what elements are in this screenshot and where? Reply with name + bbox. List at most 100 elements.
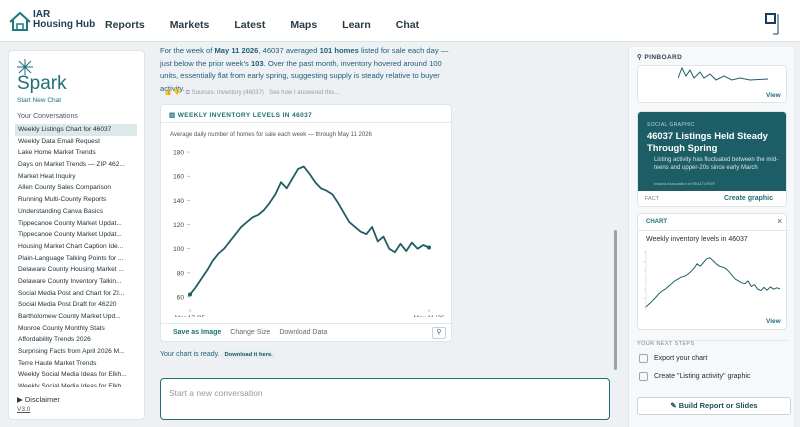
section-heading: Your Conversations — [17, 113, 78, 120]
conversation[interactable]: Market Heat Inquiry — [18, 172, 76, 180]
checkbox[interactable] — [639, 353, 648, 363]
conversation[interactable]: Monroe County Monthly Stats — [18, 324, 105, 332]
composer[interactable]: Start a new conversation — [160, 378, 610, 420]
divider — [637, 340, 787, 341]
ready-line: Your chart is ready. Download it here. — [160, 351, 276, 359]
text: 103 — [250, 58, 264, 68]
conversation[interactable]: Terre Haute Market Trends — [18, 359, 97, 367]
conversation[interactable]: Plain-Language Talking Points for ... — [18, 254, 124, 262]
nav-link[interactable]: Chat — [395, 19, 420, 31]
steps: Export your chart Create "Listing activi… — [639, 349, 750, 385]
text: 101 homes — [319, 46, 359, 55]
create-graphic[interactable]: Create graphic — [724, 195, 774, 202]
chart-card-title: ▥ WEEKLY INVENTORY LEVELS IN 46037 — [169, 112, 313, 119]
logo-icon — [9, 11, 31, 31]
step[interactable]: Export your chart — [639, 349, 750, 367]
new-chat[interactable]: Start New Chat — [17, 97, 62, 104]
disclaimer[interactable]: ▶ Disclaimer — [17, 395, 60, 404]
y-tick-label: 120 — [173, 222, 184, 229]
conversation[interactable]: Weekly Listings Chart for 46037 — [15, 124, 137, 136]
build-button[interactable]: ✎ Build Report or Slides — [637, 397, 791, 415]
logo-line: Housing Hub — [33, 19, 96, 30]
y-tick-label: 100 — [173, 246, 184, 253]
end-point — [427, 245, 431, 250]
step-text: Create "Listing activity" graphic — [654, 372, 751, 380]
conversation[interactable]: Bartholomew County Market Upd... — [18, 313, 121, 320]
chart-subtitle: Average daily number of homes for sale e… — [170, 132, 372, 138]
chart-actions: Save as Image Change Size Download Data — [173, 329, 327, 336]
nav-link[interactable]: Markets — [169, 19, 210, 31]
checkbox[interactable] — [639, 371, 648, 381]
top-nav: IAR Housing Hub Reports Markets Latest Maps L… — [0, 0, 800, 42]
text: listed for sale each day — just below th… — [160, 46, 449, 68]
pinned-chart-top: View — [637, 65, 787, 103]
conversation[interactable]: Running Multi-County Reports — [18, 196, 107, 204]
chart-kind: CHART — [646, 219, 667, 225]
close[interactable]: × — [777, 216, 783, 226]
sparkline-decor — [678, 66, 768, 81]
chart-pin-title: Weekly inventory levels in 46037 — [646, 236, 748, 243]
button-text: Build Report or Slides — [678, 401, 758, 410]
divider — [161, 323, 453, 324]
conversation[interactable]: Tippecanoe County Market Updat... — [18, 231, 122, 239]
sidebar: Spark Start New Chat Your Conversations … — [8, 50, 145, 420]
x-tick-label: Mar 17 '25 — [175, 315, 206, 317]
y-tick-label: 60 — [177, 294, 185, 301]
spark-icon — [17, 59, 33, 75]
end-point — [188, 292, 192, 297]
conversation[interactable]: Days on Market Trends — ZIP 462... — [18, 161, 125, 169]
conversation[interactable]: Tippecanoe County Market Updat... — [18, 219, 122, 227]
conversation[interactable]: Weekly Data Email Request — [18, 137, 100, 145]
conversation[interactable]: Understanding Canva Basics — [18, 207, 104, 215]
conversation[interactable]: Lake Home Market Trends — [18, 149, 96, 157]
chart-card: ▥ WEEKLY INVENTORY LEVELS IN 46037 Avera… — [160, 104, 453, 342]
download-link[interactable]: Download it here. — [221, 351, 276, 359]
disclaimer-text: Disclaimer — [24, 395, 60, 404]
view-link[interactable]: View — [766, 318, 781, 325]
nav-link[interactable]: Learn — [342, 19, 371, 31]
action[interactable]: Download Data — [279, 329, 328, 336]
social-kind: SOCIAL GRAPHIC — [647, 122, 695, 128]
conversation[interactable]: Affordability Trends 2026 — [18, 336, 91, 344]
conversation[interactable]: Surprising Facts from April 2026 M... — [18, 348, 125, 356]
conversation[interactable]: Weekly Social Media Ideas for Elkh... — [18, 383, 127, 387]
text: May 11 2026 — [214, 46, 259, 55]
conversation[interactable]: Delaware County Inventory Talkin... — [18, 277, 122, 285]
brand: Spark — [17, 73, 67, 94]
nav-link[interactable]: Latest — [234, 19, 266, 31]
nav-link[interactable]: Maps — [290, 19, 318, 31]
series-line — [645, 257, 781, 308]
step-text: Export your chart — [654, 354, 708, 362]
action[interactable]: Change Size — [230, 329, 271, 336]
realtor-logo — [765, 13, 779, 35]
feedback-row: 👍 👎 ⧉ Sources: Inventory (46037) See how… — [164, 90, 340, 96]
conversation-list: Weekly Listings Chart for 46037 Weekly Da… — [15, 124, 137, 387]
conversation[interactable]: Housing Market Chart Caption Ide... — [18, 242, 124, 250]
explain-link[interactable]: See how I answered this... — [268, 90, 340, 96]
social-body: Listing activity has fluctuated between … — [654, 157, 779, 171]
x-tick-label: May 11 '26 — [413, 315, 444, 317]
series-line — [189, 165, 430, 296]
pinboard: ⚲ PINBOARD View SOCIAL GRAPHIC 46037 Lis… — [628, 47, 794, 427]
conversation[interactable]: Social Media Post and Chart for ZI... — [18, 289, 125, 297]
nav-link[interactable]: Reports — [105, 19, 145, 31]
conversation[interactable]: Social Media Post Draft for 46220 — [18, 301, 117, 309]
conversation[interactable]: Allen County Sales Comparison — [18, 184, 112, 192]
social-card: SOCIAL GRAPHIC 46037 Listings Held Stead… — [637, 111, 787, 207]
action[interactable]: Save as Image — [173, 329, 222, 336]
step[interactable]: Create "Listing activity" graphic — [639, 367, 750, 385]
conversation[interactable]: Delaware County Housing Market ... — [18, 266, 124, 274]
pin-button[interactable]: ⚲ — [432, 327, 446, 339]
logo-line: IAR — [33, 9, 51, 20]
social-preview: SOCIAL GRAPHIC 46037 Listings Held Stead… — [638, 112, 786, 191]
fact-label: FACT — [645, 196, 660, 202]
text: , 46037 averaged — [258, 46, 320, 55]
conversation[interactable]: Weekly Social Media Ideas for Elkh... — [18, 371, 127, 379]
text: For the week of — [160, 46, 215, 55]
version: V3.0 — [17, 406, 31, 413]
view-link[interactable]: View — [766, 92, 781, 99]
y-tick-label: 160 — [173, 174, 184, 181]
y-tick-label: 140 — [173, 198, 184, 205]
sources: Sources: Inventory (46037) — [191, 90, 264, 96]
